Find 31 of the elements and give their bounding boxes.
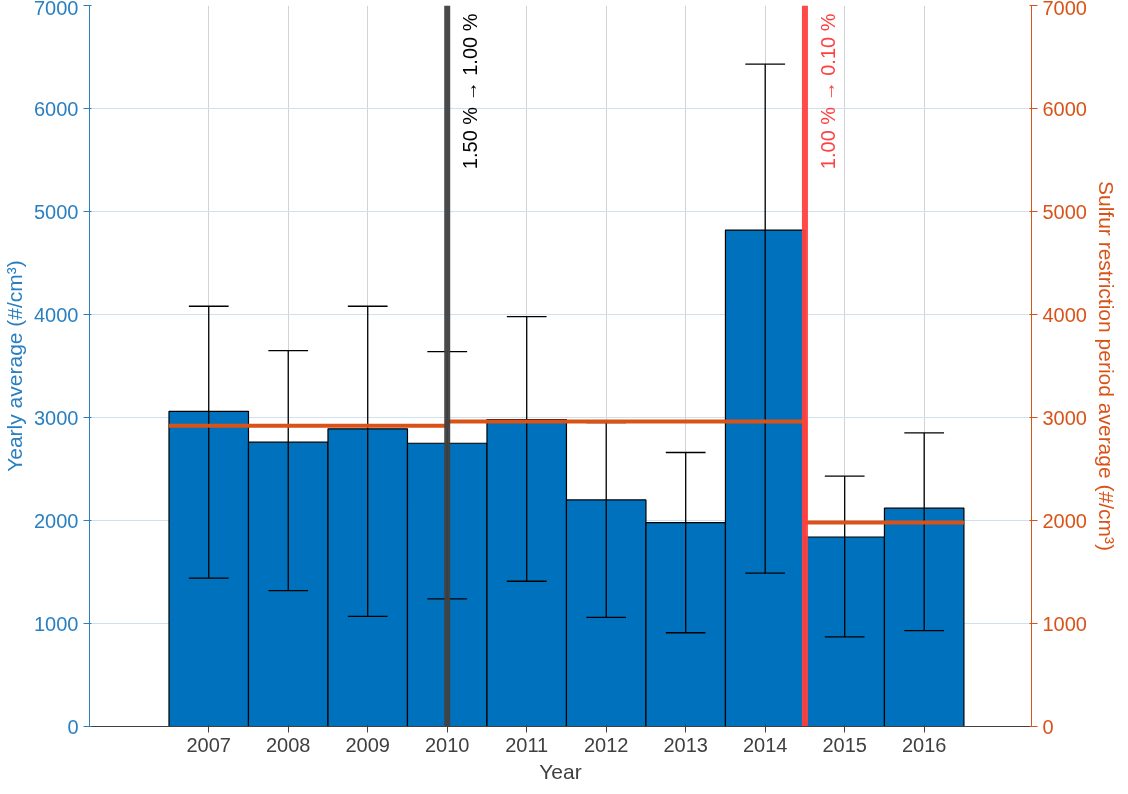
y2-tick-label: 4000 xyxy=(1042,303,1087,326)
y2-tick-label: 2000 xyxy=(1042,509,1087,532)
y2-axis-title: Sulfur restriction period average (#/cm³) xyxy=(1094,181,1118,551)
y-tick-label: 6000 xyxy=(34,97,79,120)
y-tick-label: 4000 xyxy=(34,303,79,326)
y2-tick-label: 7000 xyxy=(1042,0,1087,19)
y-tick-label: 1000 xyxy=(34,612,79,635)
y-tick-label: 5000 xyxy=(34,200,79,223)
y2-tick-label: 5000 xyxy=(1042,200,1087,223)
x-tick-label: 2013 xyxy=(663,733,708,756)
x-tick-label: 2010 xyxy=(424,733,470,756)
ref-line-label: 1.50 % → 1.00 % xyxy=(459,13,482,170)
x-tick-label: 2011 xyxy=(505,733,549,756)
y2-tick-label: 1000 xyxy=(1042,612,1087,635)
x-tick-label: 2009 xyxy=(345,733,390,756)
x-tick-label: 2015 xyxy=(822,733,867,756)
x-tick-label: 2008 xyxy=(265,733,311,756)
x-tick-label: 2012 xyxy=(583,733,629,756)
y-tick-label: 0 xyxy=(67,715,79,738)
y2-tick-label: 6000 xyxy=(1042,97,1087,120)
x-tick-label: 2016 xyxy=(901,733,947,756)
y-axis-title: Yearly average (#/cm³) xyxy=(3,260,27,472)
y2-tick-label: 3000 xyxy=(1042,406,1087,429)
x-tick-label: 2007 xyxy=(186,733,231,756)
ref-line-label: 1.00 % → 0.10 % xyxy=(816,13,839,170)
y2-tick-label: 0 xyxy=(1042,715,1054,738)
y-tick-label: 7000 xyxy=(34,0,79,19)
x-axis-title: Year xyxy=(539,759,582,783)
x-tick-label: 2014 xyxy=(742,733,788,756)
y-tick-label: 2000 xyxy=(34,509,79,532)
y-tick-label: 3000 xyxy=(34,406,79,429)
